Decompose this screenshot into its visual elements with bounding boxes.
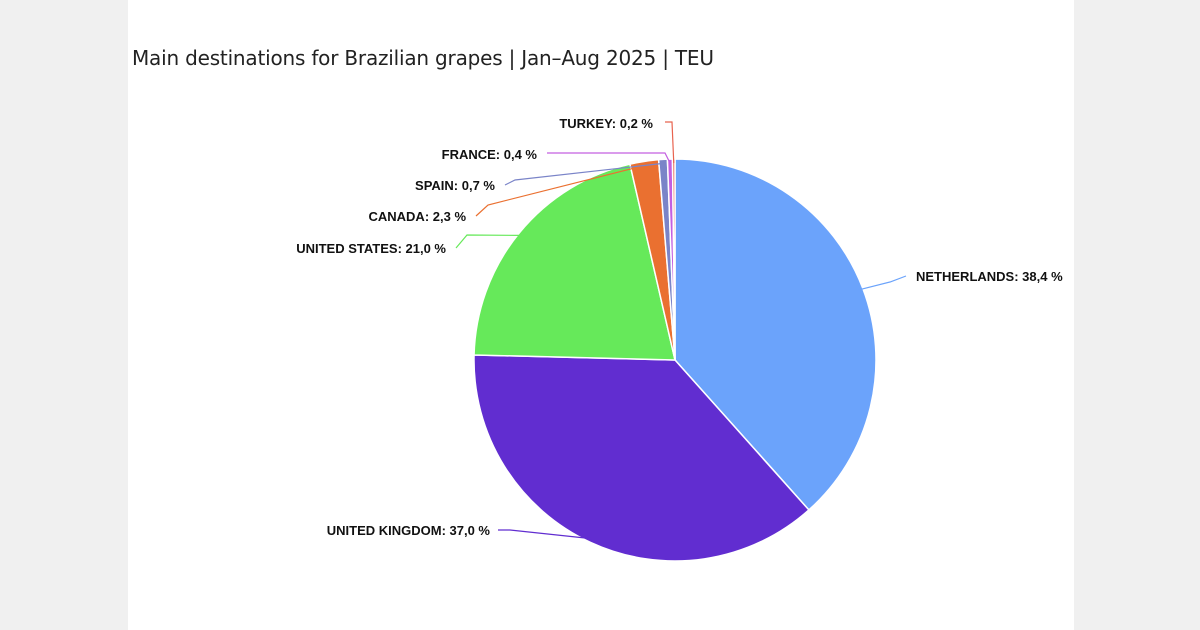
leader-line-spain: [504, 162, 664, 186]
leader-line-united-kingdom: [498, 529, 593, 540]
slice-label-united-states: UNITED STATES: 21,0 %: [296, 241, 446, 256]
slice-label-france: FRANCE: 0,4 %: [442, 147, 538, 162]
slice-label-canada: CANADA: 2,3 %: [368, 209, 466, 224]
pie-slice-united-states: [473, 163, 676, 361]
leader-line-france: [547, 152, 671, 164]
chart-title: Main destinations for Brazilian grapes |…: [132, 46, 714, 70]
slice-label-netherlands: NETHERLANDS: 38,4 %: [916, 269, 1063, 284]
slice-label-turkey: TURKEY: 0,2 %: [559, 116, 653, 131]
leader-line-netherlands: [858, 275, 907, 291]
leader-line-turkey: [665, 121, 675, 164]
slice-label-united-kingdom: UNITED KINGDOM: 37,0 %: [327, 523, 491, 538]
leader-line-united-states: [455, 234, 523, 249]
leader-line-canada: [475, 164, 645, 217]
pie-slice-united-kingdom: [473, 354, 810, 562]
slice-label-spain: SPAIN: 0,7 %: [415, 178, 495, 193]
